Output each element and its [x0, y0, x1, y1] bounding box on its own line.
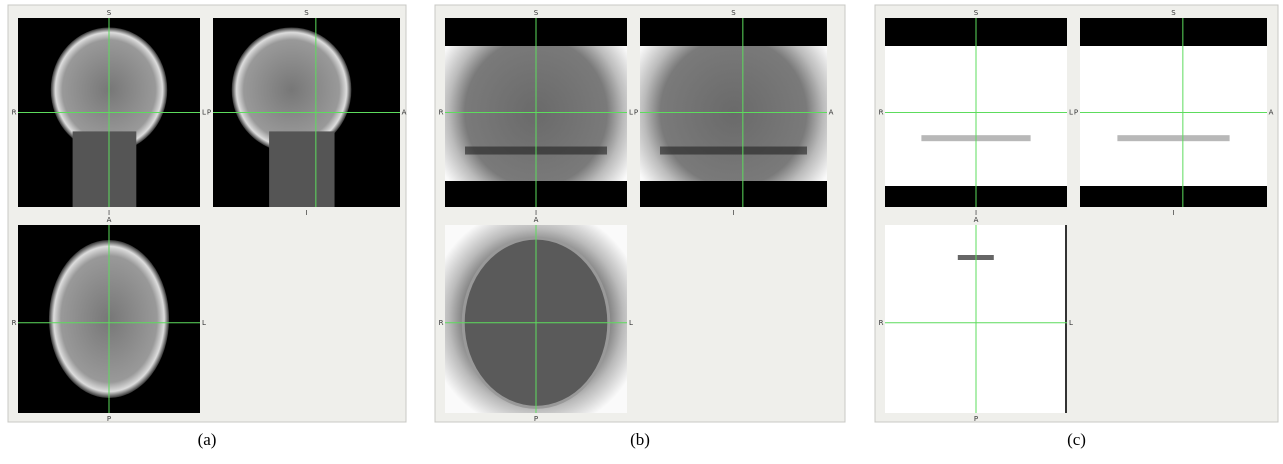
bar — [1080, 186, 1267, 207]
orientation-label: L — [1069, 319, 1073, 327]
slice-view — [445, 225, 627, 413]
speckle — [1117, 135, 1229, 141]
orientation-label: I — [305, 209, 307, 217]
neck — [73, 131, 137, 207]
slice-view — [18, 225, 200, 413]
slice-view — [445, 18, 627, 207]
orientation-label: P — [207, 109, 211, 117]
orientation-label: S — [731, 9, 736, 17]
orientation-label: A — [974, 216, 979, 224]
slice-view — [885, 225, 1067, 413]
orientation-label: S — [1171, 9, 1176, 17]
orientation-label: S — [304, 9, 309, 17]
orientation-label: A — [534, 216, 539, 224]
orientation-label: A — [1269, 109, 1274, 117]
caption: (a) — [198, 430, 217, 449]
figure: SIRLSIPAAPRL(a)SIRLSIPAAPRL(b)SIRLSIPAAP… — [0, 0, 1283, 464]
orientation-label: R — [879, 319, 884, 327]
caption: (b) — [630, 430, 650, 449]
caption: (c) — [1067, 430, 1086, 449]
orientation-label: R — [12, 109, 17, 117]
orientation-label: A — [829, 109, 834, 117]
orientation-label: L — [629, 319, 633, 327]
slice-view — [18, 18, 200, 207]
orientation-label: S — [534, 9, 539, 17]
orientation-label: P — [534, 415, 538, 423]
orientation-label: P — [974, 415, 978, 423]
orientation-label: P — [634, 109, 638, 117]
dark-band — [660, 147, 807, 155]
bar — [640, 181, 827, 207]
orientation-label: R — [439, 109, 444, 117]
orientation-label: S — [974, 9, 979, 17]
orientation-label: A — [107, 216, 112, 224]
slice-view — [1080, 18, 1267, 207]
orientation-label: I — [1172, 209, 1174, 217]
orientation-label: P — [107, 415, 111, 423]
slice-view — [213, 18, 400, 207]
orientation-label: L — [1069, 109, 1073, 117]
orientation-label: S — [107, 9, 112, 17]
orientation-label: R — [12, 319, 17, 327]
bar — [640, 18, 827, 46]
orientation-label: R — [439, 319, 444, 327]
orientation-label: L — [629, 109, 633, 117]
orientation-label: L — [202, 319, 206, 327]
slice-view — [640, 18, 827, 207]
orientation-label: A — [402, 109, 407, 117]
neck — [269, 131, 334, 207]
slice-view — [885, 18, 1067, 207]
orientation-label: I — [732, 209, 734, 217]
orientation-label: R — [879, 109, 884, 117]
bar — [1080, 18, 1267, 46]
orientation-label: L — [202, 109, 206, 117]
orientation-label: P — [1074, 109, 1078, 117]
